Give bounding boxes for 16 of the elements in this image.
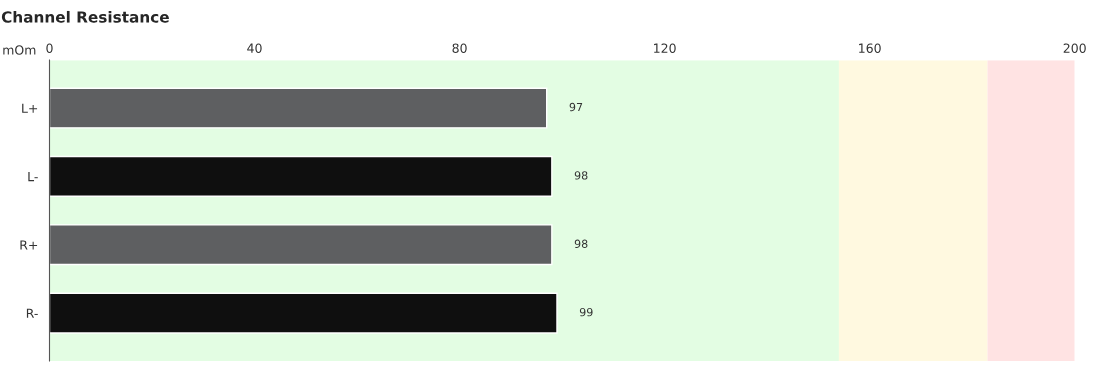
data-label: 98 — [574, 239, 588, 248]
x-tick-label: 160 — [859, 43, 881, 53]
x-axis-title: mOm — [3, 45, 36, 55]
y-tick-label: R+ — [20, 240, 38, 250]
chart-title: Channel Resistance — [1, 10, 169, 23]
x-tick-label: 40 — [247, 43, 262, 53]
y-tick-label: R- — [26, 308, 38, 318]
x-tick-label: 200 — [1063, 43, 1086, 53]
data-label: 98 — [574, 171, 588, 180]
x-tick-label: 0 — [46, 43, 53, 53]
y-tick-label: L+ — [22, 103, 38, 113]
data-label: 97 — [569, 102, 583, 112]
x-tick-label: 120 — [654, 43, 676, 53]
data-label: 99 — [579, 307, 593, 317]
x-tick-label: 80 — [452, 43, 467, 53]
y-tick-label: L- — [28, 172, 38, 182]
